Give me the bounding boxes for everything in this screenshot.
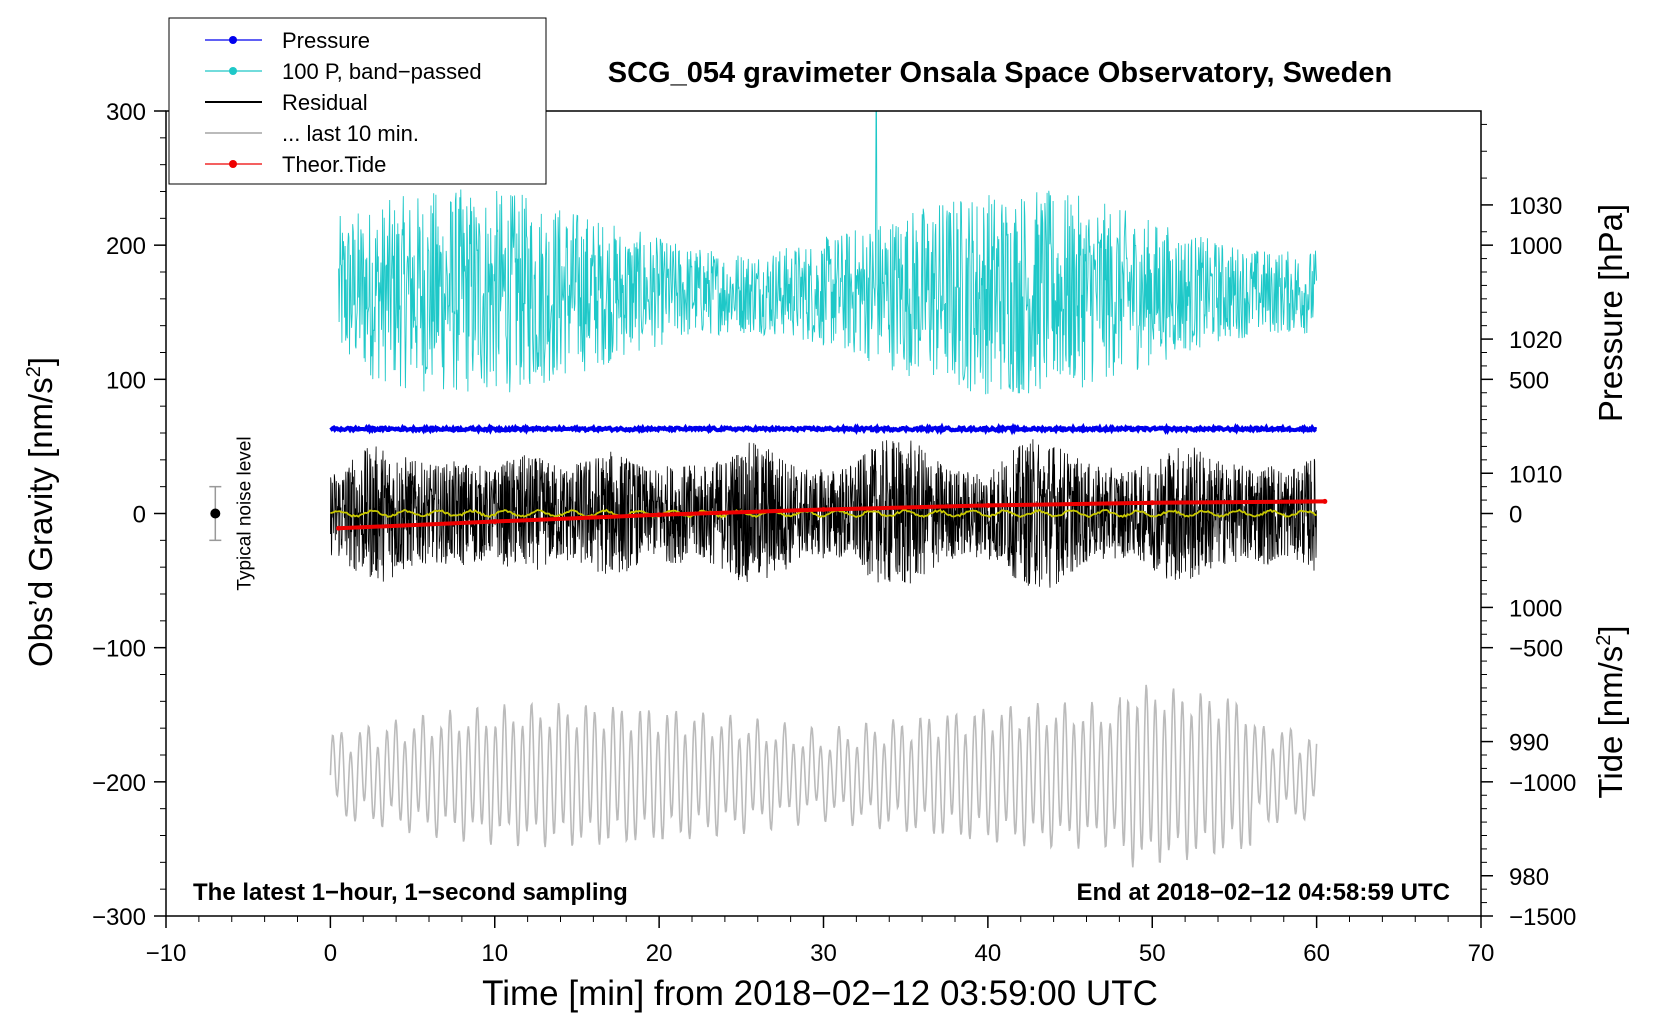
y-tick-label: −200 [92,770,146,797]
x-tick-label: 40 [975,940,1002,967]
tide-point [985,502,991,508]
x-tick-label: −10 [146,940,187,967]
series-last-10-min [329,684,1318,868]
y3-axis-label: Tide [nm/s2] [1592,625,1629,798]
y-axis-label-text: Obs’d Gravity [nm/s [22,377,59,667]
x-tick-label: 10 [481,940,508,967]
legend-label: 100 P, band−passed [282,59,482,84]
y-tick-label: −300 [92,904,146,931]
y2-tick-label: 980 [1509,864,1549,891]
y3-axis-label-text: Tide [nm/s [1592,646,1629,799]
x-axis-label: Time [min] from 2018−02−12 03:59:00 UTC [482,974,1158,1013]
noise-level-marker: Typical noise level [209,436,255,591]
tide-point [1322,498,1328,504]
y3-tick-label: −500 [1509,636,1563,663]
series-band-passed-pressure [338,110,1318,395]
x-tick-label: 30 [810,940,837,967]
series-layer [329,110,1328,868]
legend-label: Theor.Tide [282,152,386,177]
tide-point [336,525,342,531]
y2-tick-label: 1020 [1509,327,1562,354]
x-tick-label: 0 [324,940,337,967]
series-pressure [329,422,1318,436]
y-tick-label: −100 [92,636,146,663]
legend-marker [229,160,237,168]
tide-point [492,519,498,525]
y3-tick-label: −1500 [1509,904,1576,931]
y2-tick-label: 1030 [1509,193,1562,220]
y3-tick-label: 500 [1509,367,1549,394]
x-tick-label: 60 [1303,940,1330,967]
annotation-left: The latest 1−hour, 1−second sampling [193,879,628,906]
y-tick-label: 300 [106,99,146,126]
x-tick-label: 20 [646,940,673,967]
axes-layer: −10 0 10 20 30 40 50 60 703002001000−100−200−300… [92,99,1576,967]
x-tick-label: 70 [1468,940,1495,967]
series-residual [330,439,1317,588]
y3-tick-label: −1000 [1509,770,1576,797]
legend-entries: Pressure 100 P, band−passed Residual ... la… [205,28,482,177]
y3-axis-label-close: ] [1592,625,1629,634]
tide-point [656,512,662,518]
y-tick-label: 200 [106,233,146,260]
legend-label: Residual [282,90,368,115]
annotation-right: End at 2018−02−12 04:58:59 UTC [1076,879,1450,906]
y2-tick-label: 1000 [1509,595,1562,622]
y-tick-label: 0 [133,502,146,529]
y-axis-label: Obs’d Gravity [nm/s2] [22,357,59,667]
legend-marker [229,36,237,44]
noise-level-label: Typical noise level [234,436,255,590]
series-smoothed-residual [330,508,1317,519]
y-tick-label: 100 [106,367,146,394]
y2-tick-label: 1010 [1509,461,1562,488]
y-axis-label-close: ] [22,357,59,366]
legend-marker [229,67,237,75]
y-axis-label-sup: 2 [23,366,45,377]
noise-point [210,508,221,519]
tide-point [821,506,826,512]
y2-axis-label: Pressure [hPa] [1592,204,1629,422]
legend: Pressure 100 P, band−passed Residual ... la… [168,17,547,185]
legend-label: Pressure [282,28,370,53]
y3-tick-label: 1000 [1509,233,1562,260]
y3-axis-label-sup: 2 [1593,635,1615,646]
y2-tick-label: 990 [1509,730,1549,757]
tide-point [1149,500,1155,506]
x-tick-label: 50 [1139,940,1166,967]
legend-label: ... last 10 min. [282,121,419,146]
chart-title: SCG_054 gravimeter Onsala Space Observat… [608,57,1392,89]
y3-tick-label: 0 [1509,502,1522,529]
